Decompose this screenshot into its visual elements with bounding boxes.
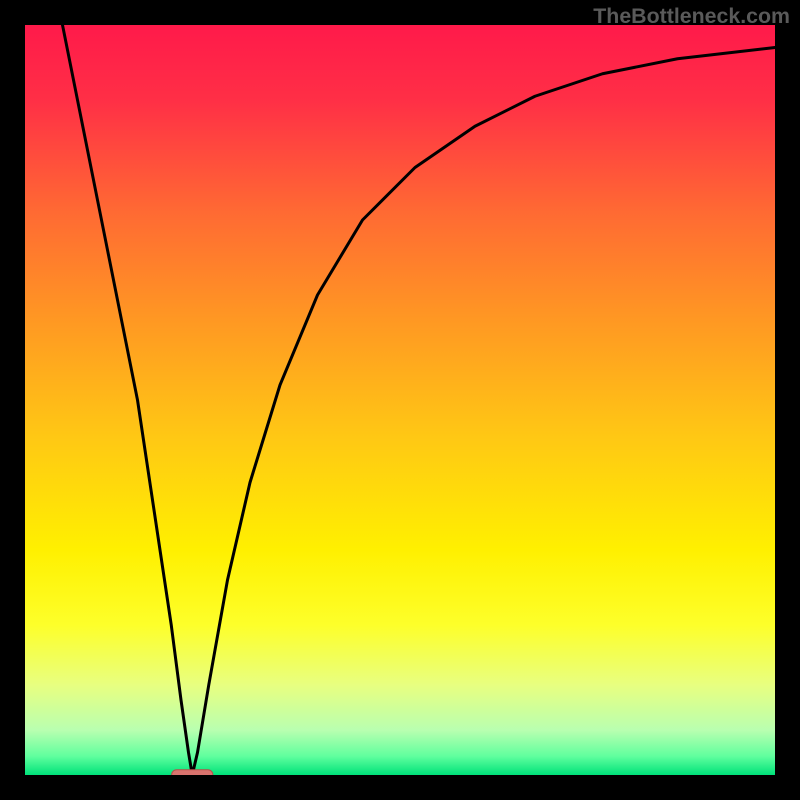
chart-container: { "canvas": { "width": 800, "height": 80… — [0, 0, 800, 800]
watermark-text: TheBottleneck.com — [593, 4, 790, 29]
bottleneck-chart — [0, 0, 800, 800]
